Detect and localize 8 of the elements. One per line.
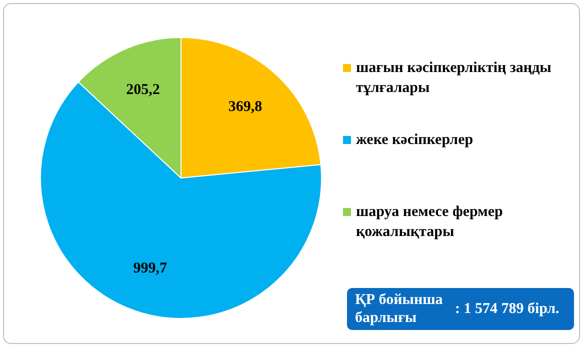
- legend-label: шаруа немесе фермер қожалықтары: [356, 203, 504, 242]
- legend-label: жеке кәсіпкерлер: [356, 131, 474, 150]
- data-label: 369,8: [228, 99, 262, 116]
- data-label: 205,2: [126, 82, 160, 98]
- legend-label: шағын кәсіпкерліктің заңды тұлғалары: [356, 59, 552, 98]
- text: ҚР бойынша барлығы: [354, 291, 444, 327]
- text: : 1 574 789 бірл.: [455, 300, 560, 318]
- data-label: 999,7: [133, 260, 168, 276]
